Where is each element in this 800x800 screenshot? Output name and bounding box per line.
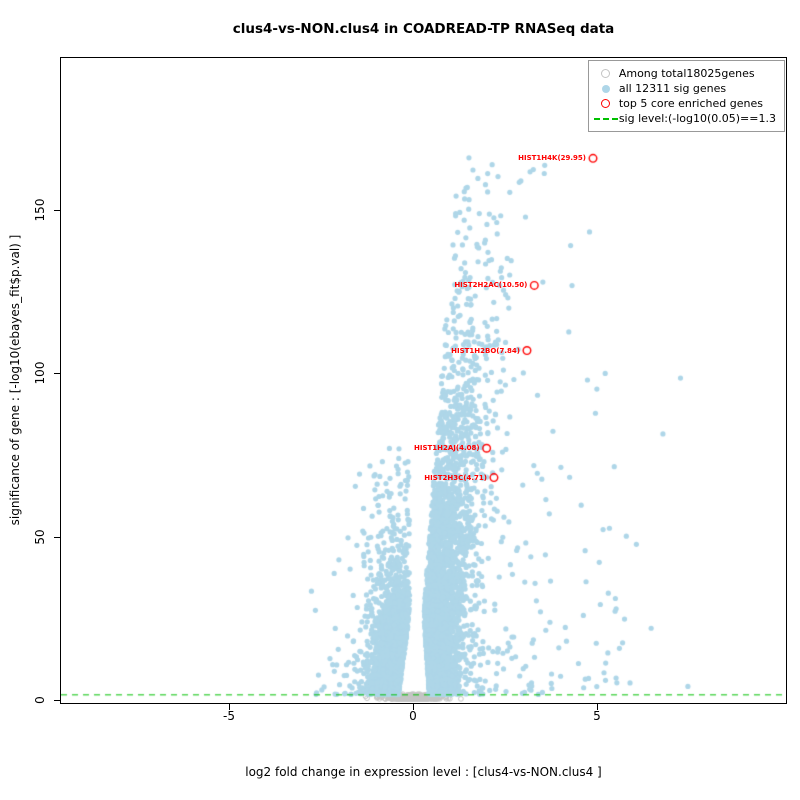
- y-tick-mark: [54, 373, 60, 374]
- y-tick-mark: [54, 700, 60, 701]
- gene-label: HIST1H2BO(7.84): [451, 346, 520, 355]
- y-axis-label: significance of gene : [-log10(ebayes_fi…: [8, 234, 22, 526]
- y-tick-label: 50: [33, 529, 47, 545]
- y-tick-label: 100: [33, 361, 47, 385]
- legend-label: sig level:(-log10(0.05)==1.3: [618, 112, 776, 125]
- sig-genes-circle-icon: [601, 84, 610, 93]
- x-tick-label: -5: [223, 709, 235, 723]
- gene-label: HIST1H4K(29.95): [518, 154, 586, 163]
- x-tick-label: 5: [593, 709, 601, 723]
- total-genes-circle-icon: [601, 69, 611, 78]
- legend-marker-wrap: [593, 84, 619, 93]
- legend-marker-wrap: [593, 69, 619, 78]
- y-tick-mark: [54, 537, 60, 538]
- x-axis-label: log2 fold change in expression level : […: [245, 765, 602, 779]
- x-tick-mark: [413, 704, 414, 710]
- enriched-genes-circle-icon: [601, 99, 611, 108]
- legend-label: Among total18025genes: [618, 67, 755, 80]
- plot-area: HIST1H4K(29.95) HIST2H2AC(10.50) HIST1H2…: [60, 57, 787, 704]
- legend-box: Among total18025genes all 12311 sig gene…: [587, 60, 785, 132]
- y-tick-label: 150: [33, 198, 47, 222]
- chart-title: clus4-vs-NON.clus4 in COADREAD-TP RNASeq…: [232, 21, 615, 37]
- legend-item-sig-genes: all 12311 sig genes: [593, 81, 776, 96]
- legend-item-core-enriched: top 5 core enriched genes: [593, 96, 776, 111]
- legend-item-total-genes: Among total18025genes: [593, 66, 776, 81]
- legend-label: all 12311 sig genes: [618, 82, 727, 95]
- legend-marker-wrap: [593, 117, 619, 120]
- gene-label: HIST2H2AC(10.50): [454, 281, 528, 290]
- x-tick-mark: [229, 704, 230, 710]
- legend-label: top 5 core enriched genes: [618, 97, 763, 110]
- gene-label: HIST1H2AJ(4.08): [414, 444, 480, 453]
- x-tick-label: 0: [409, 709, 417, 723]
- legend-marker-wrap: [593, 99, 619, 108]
- legend-item-sig-level: sig level:(-log10(0.05)==1.3: [593, 111, 776, 126]
- sig-level-dashed-line-icon: [593, 117, 618, 120]
- y-tick-mark: [54, 210, 60, 211]
- x-tick-mark: [597, 704, 598, 710]
- y-tick-label: 0: [33, 696, 47, 704]
- gene-label: HIST2H3C(4.71): [424, 473, 487, 482]
- scatter-canvas: [61, 58, 786, 703]
